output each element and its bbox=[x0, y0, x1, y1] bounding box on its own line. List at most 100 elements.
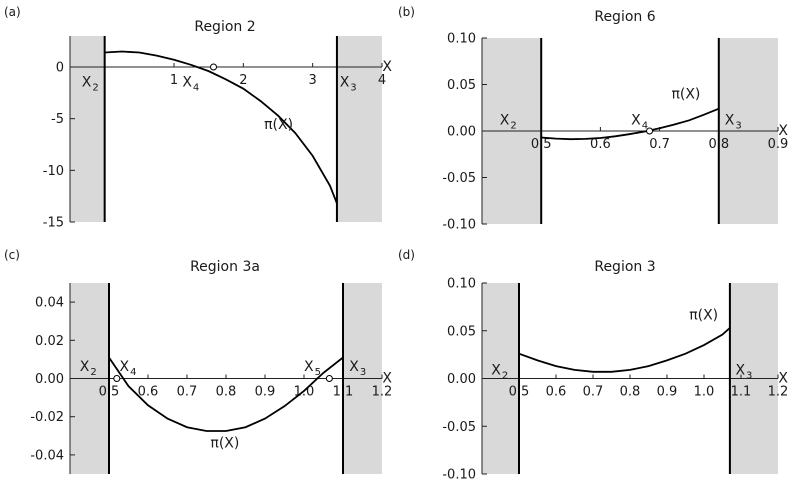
marker-subscript: 3 bbox=[350, 83, 356, 94]
x-tick-label: 0.6 bbox=[546, 385, 567, 400]
y-tick-label: 0.10 bbox=[447, 32, 476, 47]
marker-subscript: 2 bbox=[502, 371, 508, 382]
panel-title: Region 2 bbox=[194, 19, 255, 35]
panel-title: Region 3 bbox=[594, 259, 655, 275]
marker-subscript: 2 bbox=[90, 367, 96, 378]
curve-pi bbox=[541, 107, 720, 141]
marker-name: X bbox=[80, 359, 90, 375]
curve-pi bbox=[104, 50, 338, 204]
y-tick-label: 0.10 bbox=[447, 277, 476, 292]
marker-subscript: 3 bbox=[735, 120, 741, 131]
y-tick-label: -15 bbox=[43, 216, 64, 231]
y-tick-label: 0.00 bbox=[447, 372, 476, 387]
x-tick-label: 1.1 bbox=[731, 385, 752, 400]
marker-subscript: 5 bbox=[315, 367, 321, 378]
marker-subscript: 4 bbox=[130, 367, 136, 378]
marker-label: X3 bbox=[340, 75, 357, 94]
curve-pi bbox=[518, 327, 731, 373]
marker-name: X bbox=[340, 75, 350, 91]
y-tick-label: 0.00 bbox=[35, 372, 64, 387]
x-tick-label: 0.6 bbox=[138, 385, 159, 400]
shaded-region bbox=[70, 36, 105, 222]
marker-name: X bbox=[500, 112, 510, 128]
marker-label: X3 bbox=[349, 359, 366, 378]
marker-subscript: 4 bbox=[642, 120, 648, 131]
marker-label: X4 bbox=[120, 359, 137, 378]
y-tick-label: -0.05 bbox=[442, 171, 476, 186]
marker-subscript: 2 bbox=[92, 83, 98, 94]
panel-label: (a) bbox=[4, 5, 21, 19]
panel-label: (b) bbox=[398, 5, 415, 19]
x-tick-label: 0.9 bbox=[255, 385, 276, 400]
curve-pi bbox=[108, 356, 344, 432]
marker-label: X2 bbox=[82, 75, 99, 94]
x-tick-label: 0.7 bbox=[177, 385, 198, 400]
x-tick-label: 0.7 bbox=[649, 137, 670, 152]
x-tick-label: 2 bbox=[239, 73, 247, 88]
marker-subscript: 2 bbox=[510, 120, 516, 131]
x-axis-label: X bbox=[778, 371, 788, 387]
marker-subscript: 3 bbox=[360, 367, 366, 378]
curve-label: π(X) bbox=[689, 307, 718, 323]
x-tick-label: 0.9 bbox=[657, 385, 678, 400]
x-axis-label: X bbox=[778, 123, 788, 139]
y-tick-label: -0.04 bbox=[30, 448, 64, 463]
y-tick-label: -5 bbox=[51, 112, 64, 127]
x-axis-label: X bbox=[382, 59, 392, 75]
marker-name: X bbox=[735, 363, 745, 379]
y-tick-label: -10 bbox=[43, 164, 64, 179]
shaded-region bbox=[336, 36, 382, 222]
marker-name: X bbox=[120, 359, 130, 375]
x-tick-label: 1.2 bbox=[768, 385, 789, 400]
x-axis-label: X bbox=[382, 371, 392, 387]
y-tick-label: 0.05 bbox=[447, 78, 476, 93]
x-tick-label: 0.7 bbox=[583, 385, 604, 400]
marker-name: X bbox=[182, 75, 192, 91]
x-tick-label: 4 bbox=[378, 73, 386, 88]
y-tick-label: 0 bbox=[56, 61, 64, 76]
y-tick-label: -0.10 bbox=[442, 218, 476, 233]
y-tick-label: 0.05 bbox=[447, 324, 476, 339]
x-tick-label: 0.9 bbox=[768, 137, 789, 152]
x-tick-label: 3 bbox=[309, 73, 317, 88]
x-tick-label: 1 bbox=[170, 73, 178, 88]
curve-label: π(X) bbox=[264, 117, 293, 133]
x-tick-label: 0.6 bbox=[590, 137, 611, 152]
marker-subscript: 4 bbox=[193, 83, 199, 94]
root-marker bbox=[113, 375, 121, 382]
y-tick-label: -0.05 bbox=[442, 420, 476, 435]
marker-label: X2 bbox=[500, 112, 517, 131]
marker-label: X5 bbox=[304, 359, 321, 378]
marker-label: X2 bbox=[80, 359, 97, 378]
panel-d: (d)Region 30.100.050.00-0.05-0.100.50.60… bbox=[398, 248, 788, 483]
marker-label: X3 bbox=[735, 363, 752, 382]
marker-name: X bbox=[491, 363, 501, 379]
panel-c: (c)Region 3a0.040.020.00-0.02-0.040.50.6… bbox=[4, 248, 392, 474]
marker-name: X bbox=[349, 359, 359, 375]
marker-label: X4 bbox=[182, 75, 199, 94]
root-marker bbox=[325, 375, 333, 382]
panel-title: Region 3a bbox=[190, 259, 260, 275]
marker-label: X3 bbox=[725, 112, 742, 131]
curve-label: π(X) bbox=[671, 86, 700, 102]
root-marker bbox=[646, 127, 654, 135]
marker-name: X bbox=[725, 112, 735, 128]
x-tick-label: 1.0 bbox=[694, 385, 715, 400]
marker-name: X bbox=[631, 112, 641, 128]
x-tick-label: 0.8 bbox=[620, 385, 641, 400]
marker-subscript: 3 bbox=[746, 371, 752, 382]
y-tick-label: 0.00 bbox=[447, 125, 476, 140]
panel-title: Region 6 bbox=[594, 9, 655, 25]
x-tick-label: 0.8 bbox=[216, 385, 237, 400]
marker-name: X bbox=[304, 359, 314, 375]
panel-a: (a)Region 20-5-10-151 2 3 4Xπ(X)X2 X4 X3 bbox=[4, 5, 392, 231]
x-tick-label: 1.2 bbox=[372, 385, 393, 400]
y-tick-label: 0.04 bbox=[35, 296, 64, 311]
panel-label: (d) bbox=[398, 248, 415, 262]
panel-label: (c) bbox=[4, 248, 20, 262]
panel-b: (b)Region 60.100.050.00-0.05-0.100.50.60… bbox=[398, 5, 788, 233]
root-marker bbox=[210, 63, 218, 71]
marker-label: X2 bbox=[491, 363, 508, 382]
y-tick-label: -0.10 bbox=[442, 468, 476, 483]
